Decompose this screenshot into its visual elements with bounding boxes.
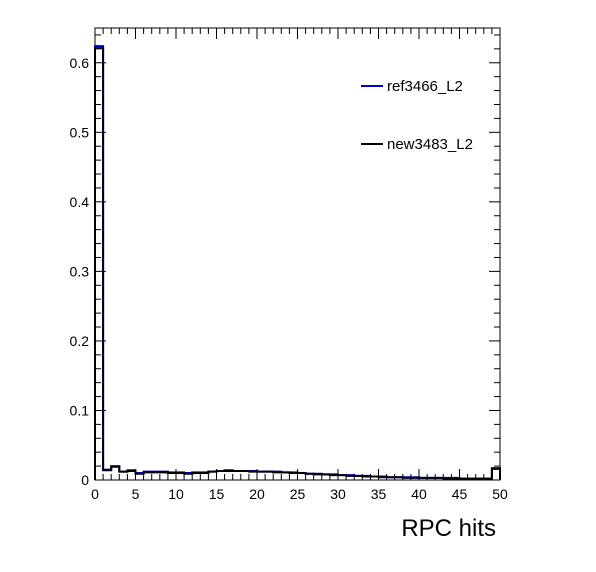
series-line-0	[94, 45, 501, 480]
x-tick-label: 45	[452, 486, 468, 502]
x-tick-label: 15	[209, 486, 225, 502]
axis-ticks	[94, 28, 501, 481]
y-tick-label: 0	[81, 472, 89, 488]
x-tick-label: 25	[290, 486, 306, 502]
axis-tick-labels: 0 5 10 15 20 25 30 35 40 45 50 0 0.1 0.2 0.3 0.4 0.5 0.6	[70, 55, 508, 502]
histogram-series	[94, 45, 501, 480]
x-tick-label: 5	[132, 486, 140, 502]
x-tick-label: 10	[168, 486, 184, 502]
y-tick-label: 0.4	[70, 194, 90, 210]
y-tick-label: 0.1	[70, 402, 90, 418]
x-tick-label: 30	[330, 486, 346, 502]
legend-label: new3483_L2	[387, 136, 473, 153]
x-tick-label: 35	[371, 486, 387, 502]
legend-label: ref3466_L2	[387, 78, 463, 95]
y-tick-label: 0.6	[70, 55, 90, 71]
series-line-1	[94, 47, 501, 480]
x-tick-label: 0	[91, 486, 99, 502]
x-tick-label: 20	[249, 486, 265, 502]
y-tick-label: 0.3	[70, 263, 90, 279]
x-tick-label: 40	[411, 486, 427, 502]
plot-frame	[94, 27, 501, 481]
y-tick-label: 0.5	[70, 124, 90, 140]
x-tick-label: 50	[492, 486, 508, 502]
x-axis-title: RPC hits	[401, 515, 496, 542]
legend: ref3466_L2 new3483_L2	[361, 78, 473, 153]
y-tick-label: 0.2	[70, 333, 90, 349]
